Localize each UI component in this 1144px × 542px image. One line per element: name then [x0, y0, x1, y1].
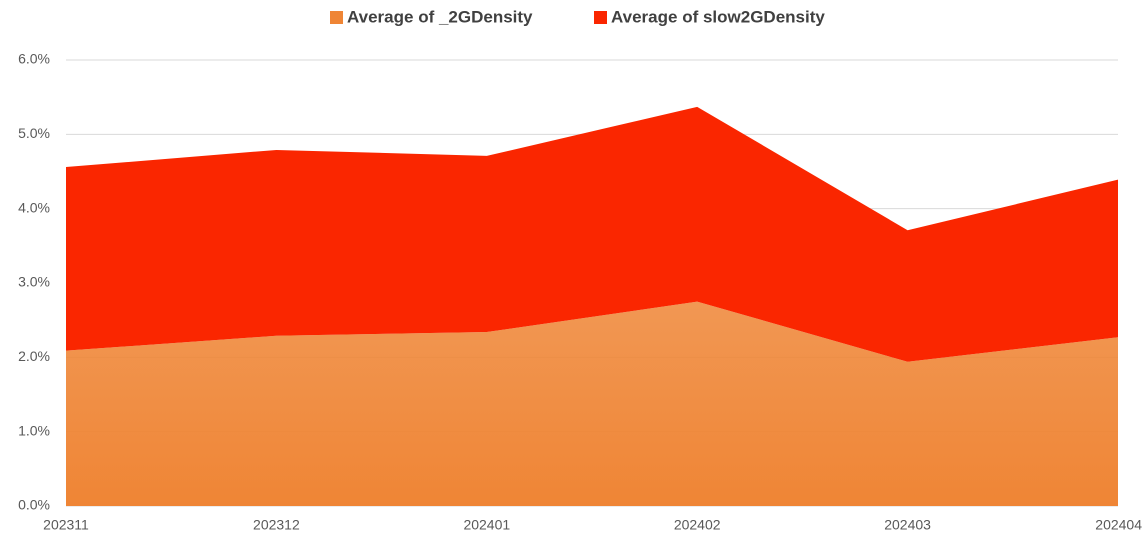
x-tick-label: 202312: [253, 517, 300, 533]
area: [66, 106, 1118, 362]
x-tick-label: 202401: [463, 517, 510, 533]
x-tick-label: 202402: [674, 517, 721, 533]
area: [66, 301, 1118, 506]
x-tick-label: 202403: [884, 517, 931, 533]
y-tick-label: 3.0%: [18, 274, 50, 290]
x-tick-label: 202311: [43, 517, 89, 533]
y-tick-label: 0.0%: [18, 497, 50, 513]
y-tick-label: 5.0%: [18, 125, 50, 141]
y-tick-label: 4.0%: [18, 199, 50, 215]
y-tick-label: 1.0%: [18, 422, 50, 438]
legend-label: Average of slow2GDensity: [611, 7, 825, 26]
legend-swatch: [330, 11, 343, 24]
y-tick-label: 2.0%: [18, 348, 50, 364]
x-tick-label: 202404: [1095, 517, 1142, 533]
legend-swatch: [594, 11, 607, 24]
legend-label: Average of _2GDensity: [347, 7, 533, 26]
y-tick-label: 6.0%: [18, 51, 50, 67]
